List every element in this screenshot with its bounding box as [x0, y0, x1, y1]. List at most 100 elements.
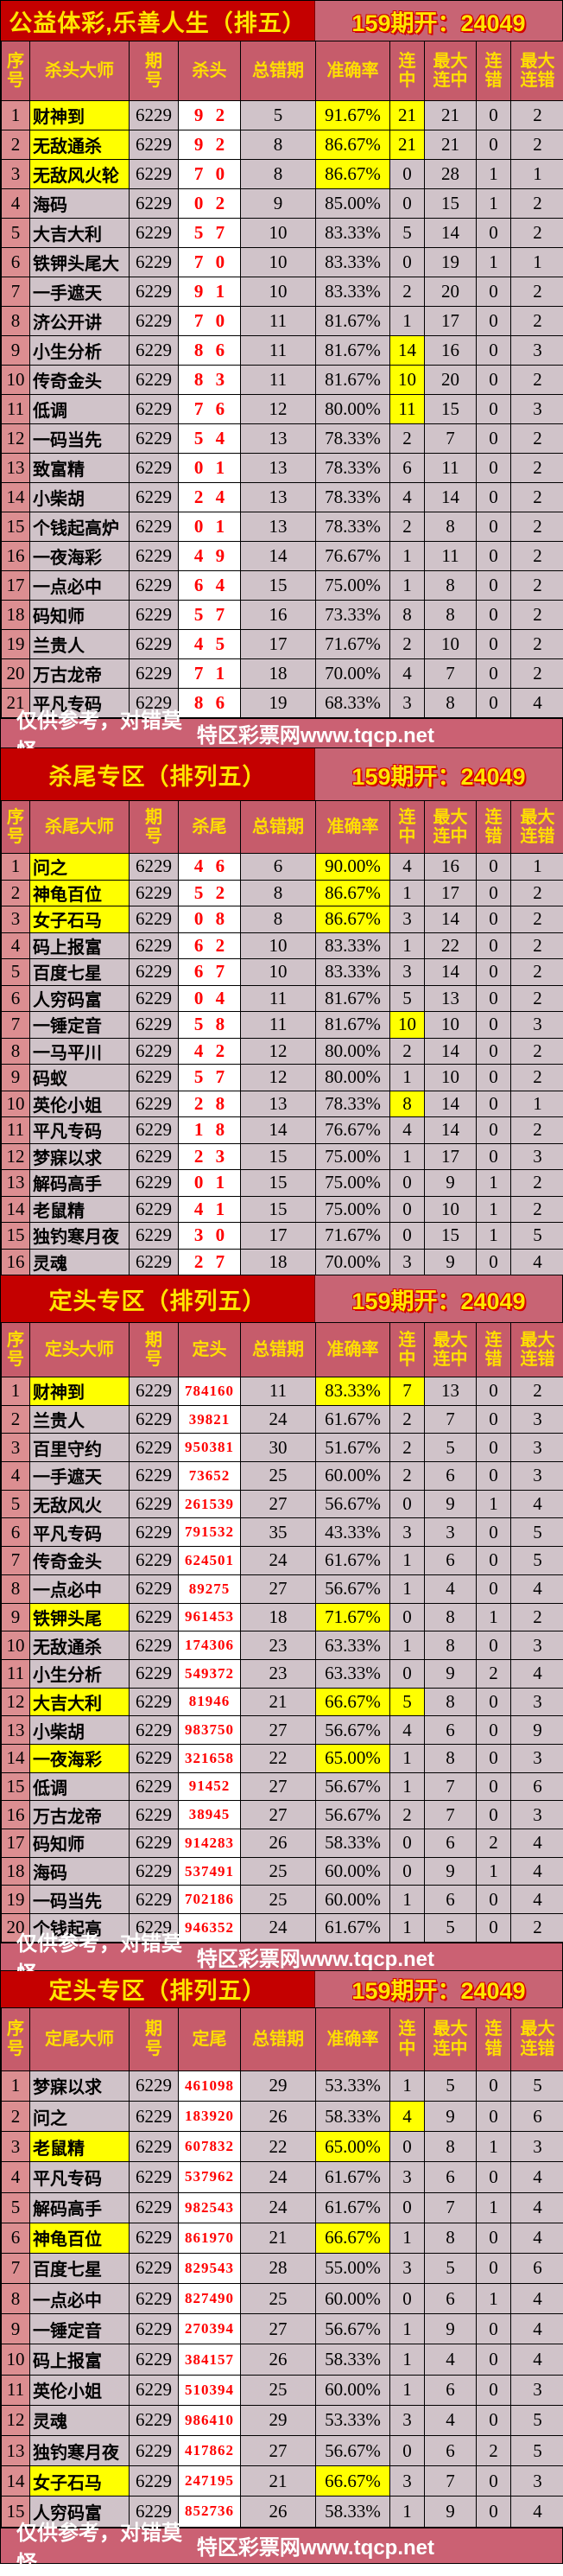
win-streak: 2 [390, 277, 425, 307]
accuracy-rate: 60.00% [316, 2375, 390, 2405]
section-title-band: 定头专区（排列五） 159期开：24049 [1, 1275, 562, 1322]
max-lose-streak: 4 [511, 2314, 563, 2344]
row-index: 11 [2, 1659, 30, 1688]
master-name: 小生分析 [30, 1659, 130, 1688]
master-name: 码知师 [30, 601, 130, 630]
accuracy-rate: 75.00% [316, 1170, 390, 1197]
total-miss: 18 [241, 1249, 316, 1275]
pick-numbers: 7 1 [179, 659, 241, 689]
accuracy-rate: 86.67% [316, 880, 390, 906]
lose-streak: 1 [477, 1490, 511, 1518]
row-index: 5 [2, 959, 30, 986]
site-link[interactable]: 特区彩票网www.tqcp.net [197, 718, 434, 748]
pick-numbers: 5 7 [179, 601, 241, 630]
pick-numbers: 549372 [179, 1659, 241, 1688]
pick-numbers: 8 3 [179, 366, 241, 395]
pick-numbers: 5 8 [179, 1012, 241, 1039]
column-header-max-win-streak: 最大 连中 [425, 2007, 477, 2070]
period-number: 6229 [130, 2344, 179, 2375]
master-name: 大吉大利 [30, 219, 130, 248]
pick-numbers: 784160 [179, 1377, 241, 1406]
draw-result: 159期开：24049 [315, 1275, 562, 1322]
pick-numbers: 7 6 [179, 395, 241, 424]
win-streak: 0 [390, 160, 425, 189]
win-streak: 2 [390, 1038, 425, 1065]
max-win-streak: 14 [425, 1117, 477, 1144]
row-index: 2 [2, 130, 30, 160]
site-link[interactable]: 特区彩票网www.tqcp.net [197, 1942, 434, 1972]
row-index: 12 [2, 1688, 30, 1716]
win-streak: 1 [390, 2344, 425, 2375]
max-lose-streak: 2 [511, 630, 563, 659]
max-win-streak: 14 [425, 219, 477, 248]
accuracy-rate: 51.67% [316, 1434, 390, 1462]
max-lose-streak: 4 [511, 2192, 563, 2223]
accuracy-rate: 68.33% [316, 689, 390, 718]
lose-streak: 1 [477, 1196, 511, 1223]
win-streak: 2 [390, 512, 425, 542]
lose-streak: 0 [477, 1038, 511, 1065]
column-header-max-lose-streak: 最大 连错 [511, 801, 563, 854]
period-number: 6229 [130, 2253, 179, 2283]
pick-numbers: 39821 [179, 1405, 241, 1434]
period-number: 6229 [130, 1631, 179, 1660]
accuracy-rate: 78.33% [316, 483, 390, 512]
master-name: 财神到 [30, 101, 130, 130]
accuracy-rate: 58.33% [316, 2344, 390, 2375]
period-number: 6229 [130, 101, 179, 130]
total-miss: 12 [241, 395, 316, 424]
row-index: 14 [2, 1744, 30, 1772]
accuracy-rate: 61.67% [316, 1914, 390, 1943]
total-miss: 27 [241, 2314, 316, 2344]
lose-streak: 0 [477, 219, 511, 248]
accuracy-rate: 56.67% [316, 1490, 390, 1518]
win-streak: 5 [390, 985, 425, 1012]
max-win-streak: 21 [425, 101, 477, 130]
max-lose-streak: 1 [511, 160, 563, 189]
total-miss: 25 [241, 1462, 316, 1491]
lose-streak: 0 [477, 2496, 511, 2527]
section-ding-wei: 定头专区（排列五） 159期开：24049 序 号定尾大师期 号定尾总错期准确率… [1, 1971, 562, 2528]
accuracy-rate: 78.33% [316, 1091, 390, 1117]
lose-streak: 0 [477, 2253, 511, 2283]
max-win-streak: 3 [425, 1518, 477, 1547]
row-index: 11 [2, 2375, 30, 2405]
pick-numbers: 827490 [179, 2284, 241, 2314]
max-win-streak: 17 [425, 880, 477, 906]
row-index: 20 [2, 659, 30, 689]
lose-streak: 1 [477, 2132, 511, 2162]
win-streak: 1 [390, 542, 425, 571]
master-name: 一锤定音 [30, 1012, 130, 1039]
max-win-streak: 28 [425, 160, 477, 189]
accuracy-rate: 73.33% [316, 601, 390, 630]
period-number: 6229 [130, 1744, 179, 1772]
max-lose-streak: 4 [511, 1886, 563, 1914]
max-win-streak: 15 [425, 395, 477, 424]
total-miss: 29 [241, 2070, 316, 2101]
max-win-streak: 6 [425, 1547, 477, 1575]
accuracy-rate: 83.33% [316, 277, 390, 307]
max-win-streak: 8 [425, 2223, 477, 2253]
master-name: 铁钾头尾 [30, 1603, 130, 1631]
win-streak: 2 [390, 1801, 425, 1829]
lose-streak: 0 [477, 2070, 511, 2101]
period-number: 6229 [130, 1117, 179, 1144]
period-number: 6229 [130, 601, 179, 630]
lose-streak: 1 [477, 1603, 511, 1631]
period-number: 6229 [130, 512, 179, 542]
site-link[interactable]: 特区彩票网www.tqcp.net [197, 2530, 434, 2560]
column-header-accuracy-rate: 准确率 [316, 1323, 390, 1377]
master-name: 码上报富 [30, 2344, 130, 2375]
max-win-streak: 14 [425, 906, 477, 933]
win-streak: 3 [390, 2466, 425, 2496]
master-name: 人穷码富 [30, 985, 130, 1012]
